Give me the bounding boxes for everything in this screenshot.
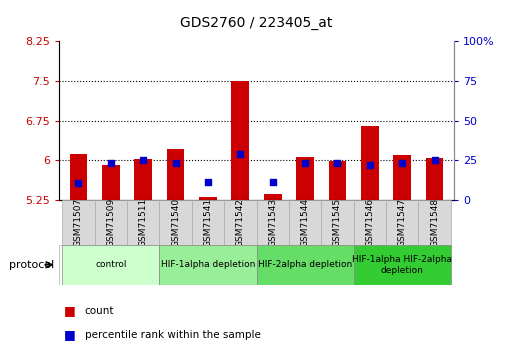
Text: HIF-2alpha depletion: HIF-2alpha depletion [258, 260, 352, 269]
Bar [134, 159, 152, 200]
Text: HIF-1alpha depletion: HIF-1alpha depletion [161, 260, 255, 269]
Point [107, 160, 115, 165]
FancyBboxPatch shape [62, 245, 160, 285]
FancyBboxPatch shape [256, 245, 353, 285]
Point [269, 179, 277, 184]
FancyBboxPatch shape [321, 200, 353, 245]
FancyBboxPatch shape [353, 245, 451, 285]
Point [333, 160, 342, 165]
FancyBboxPatch shape [160, 245, 256, 285]
Text: HIF-1alpha HIF-2alpha
depletion: HIF-1alpha HIF-2alpha depletion [352, 255, 452, 275]
FancyBboxPatch shape [160, 200, 192, 245]
Bar [70, 154, 87, 200]
FancyBboxPatch shape [256, 200, 289, 245]
FancyBboxPatch shape [127, 200, 160, 245]
Point [204, 179, 212, 184]
Text: ■: ■ [64, 304, 76, 317]
Point [236, 151, 244, 157]
FancyBboxPatch shape [62, 200, 94, 245]
Text: GSM71542: GSM71542 [236, 198, 245, 247]
Bar [264, 194, 282, 200]
Point [398, 160, 406, 165]
Bar [296, 157, 314, 200]
Point [171, 160, 180, 165]
Text: GSM71507: GSM71507 [74, 198, 83, 247]
Text: protocol: protocol [9, 260, 54, 270]
Bar [361, 126, 379, 200]
Text: count: count [85, 306, 114, 315]
Bar [426, 158, 443, 200]
Point [366, 162, 374, 167]
FancyBboxPatch shape [419, 200, 451, 245]
FancyBboxPatch shape [94, 200, 127, 245]
FancyBboxPatch shape [353, 200, 386, 245]
Text: GSM71547: GSM71547 [398, 198, 407, 247]
Text: GDS2760 / 223405_at: GDS2760 / 223405_at [180, 16, 333, 30]
Text: GSM71544: GSM71544 [301, 198, 309, 247]
Text: ■: ■ [64, 328, 76, 341]
Text: GSM71546: GSM71546 [365, 198, 374, 247]
FancyBboxPatch shape [386, 200, 419, 245]
Text: GSM71540: GSM71540 [171, 198, 180, 247]
FancyBboxPatch shape [224, 200, 256, 245]
Text: GSM71543: GSM71543 [268, 198, 277, 247]
FancyBboxPatch shape [289, 200, 321, 245]
Bar [393, 155, 411, 200]
Text: GSM71509: GSM71509 [106, 198, 115, 247]
FancyBboxPatch shape [192, 200, 224, 245]
Text: control: control [95, 260, 127, 269]
Point [301, 160, 309, 165]
Text: GSM71548: GSM71548 [430, 198, 439, 247]
Text: percentile rank within the sample: percentile rank within the sample [85, 330, 261, 339]
Bar [231, 81, 249, 200]
Point [139, 158, 147, 163]
Text: GSM71545: GSM71545 [333, 198, 342, 247]
Bar [102, 165, 120, 200]
Bar [328, 161, 346, 200]
Bar [199, 197, 217, 200]
Bar [167, 149, 185, 200]
Text: GSM71541: GSM71541 [204, 198, 212, 247]
Point [430, 158, 439, 163]
Point [74, 180, 83, 185]
Text: GSM71511: GSM71511 [139, 198, 148, 247]
FancyBboxPatch shape [59, 245, 447, 285]
